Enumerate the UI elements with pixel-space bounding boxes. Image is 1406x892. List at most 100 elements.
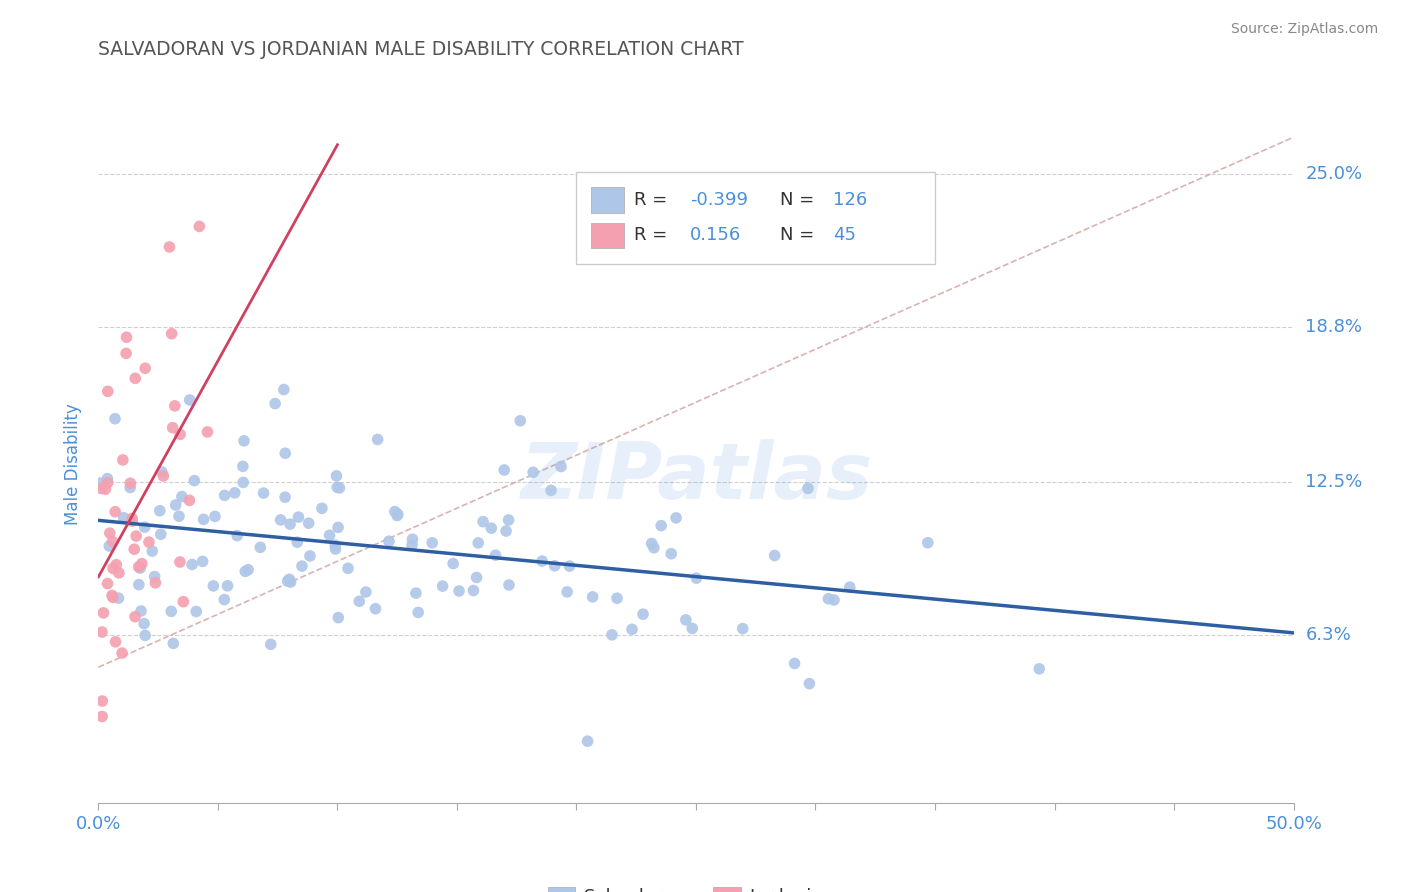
- Point: [495, 524, 517, 538]
- Point: [326, 520, 349, 534]
- Point: [274, 490, 297, 504]
- Point: [115, 346, 138, 360]
- Point: [98, 526, 121, 541]
- Point: [298, 549, 321, 563]
- Point: [337, 561, 360, 575]
- Point: [401, 532, 423, 546]
- Point: [163, 399, 186, 413]
- Point: [160, 326, 183, 341]
- Bar: [591, 187, 624, 213]
- Point: [131, 557, 153, 571]
- Text: N =: N =: [779, 227, 820, 244]
- Point: [97, 475, 120, 490]
- Point: [285, 535, 308, 549]
- Point: [150, 465, 173, 479]
- Point: [522, 466, 544, 480]
- Point: [367, 433, 389, 447]
- Point: [129, 561, 152, 575]
- Point: [128, 577, 150, 591]
- Point: [467, 536, 489, 550]
- Point: [98, 539, 121, 553]
- Point: [167, 509, 190, 524]
- Point: [232, 475, 254, 490]
- Text: 18.8%: 18.8%: [1305, 318, 1362, 336]
- Point: [509, 414, 531, 428]
- Point: [544, 558, 567, 573]
- Point: [108, 566, 131, 580]
- Point: [731, 622, 754, 636]
- Point: [179, 392, 201, 407]
- Point: [631, 607, 654, 622]
- Point: [550, 459, 572, 474]
- Point: [233, 434, 256, 448]
- Point: [90, 482, 112, 496]
- Point: [643, 541, 665, 555]
- Point: [128, 560, 150, 574]
- Point: [224, 486, 246, 500]
- Point: [817, 591, 839, 606]
- Text: 126: 126: [834, 191, 868, 209]
- Point: [558, 559, 581, 574]
- Point: [149, 504, 172, 518]
- Point: [134, 520, 156, 534]
- Point: [650, 518, 672, 533]
- Point: [141, 544, 163, 558]
- Point: [96, 472, 118, 486]
- Point: [132, 616, 155, 631]
- Point: [325, 541, 347, 556]
- Point: [498, 578, 520, 592]
- Point: [145, 575, 167, 590]
- Point: [97, 576, 120, 591]
- Point: [188, 219, 211, 234]
- Point: [441, 557, 464, 571]
- Text: 45: 45: [834, 227, 856, 244]
- Point: [278, 517, 301, 532]
- Point: [94, 482, 117, 496]
- Point: [783, 657, 806, 671]
- Point: [494, 463, 516, 477]
- Point: [449, 584, 471, 599]
- Point: [291, 559, 314, 574]
- Text: ZIPatlas: ZIPatlas: [520, 440, 872, 516]
- Point: [681, 621, 703, 635]
- Point: [465, 570, 488, 584]
- Point: [640, 536, 662, 550]
- Point: [249, 541, 271, 555]
- Point: [576, 734, 599, 748]
- Point: [120, 476, 142, 491]
- Bar: [591, 222, 624, 248]
- Point: [406, 606, 429, 620]
- Point: [274, 446, 297, 460]
- Point: [91, 625, 114, 640]
- Point: [498, 513, 520, 527]
- Point: [328, 481, 350, 495]
- Point: [621, 622, 644, 636]
- Point: [181, 558, 204, 572]
- Point: [349, 594, 371, 608]
- Point: [323, 538, 346, 552]
- Point: [214, 488, 236, 502]
- Point: [270, 513, 292, 527]
- Point: [91, 694, 114, 708]
- Text: 0.156: 0.156: [690, 227, 741, 244]
- Point: [298, 516, 321, 531]
- FancyBboxPatch shape: [576, 172, 935, 264]
- Point: [91, 709, 114, 723]
- Point: [197, 425, 219, 439]
- Point: [121, 514, 143, 528]
- Point: [354, 585, 377, 599]
- Point: [432, 579, 454, 593]
- Point: [328, 610, 350, 624]
- Point: [823, 593, 845, 607]
- Point: [165, 498, 187, 512]
- Point: [169, 427, 191, 442]
- Point: [387, 507, 409, 521]
- Point: [121, 511, 143, 525]
- Point: [191, 554, 214, 568]
- Point: [93, 606, 115, 620]
- Point: [325, 469, 347, 483]
- Point: [124, 609, 146, 624]
- Point: [233, 565, 256, 579]
- Point: [129, 604, 152, 618]
- Point: [101, 588, 124, 602]
